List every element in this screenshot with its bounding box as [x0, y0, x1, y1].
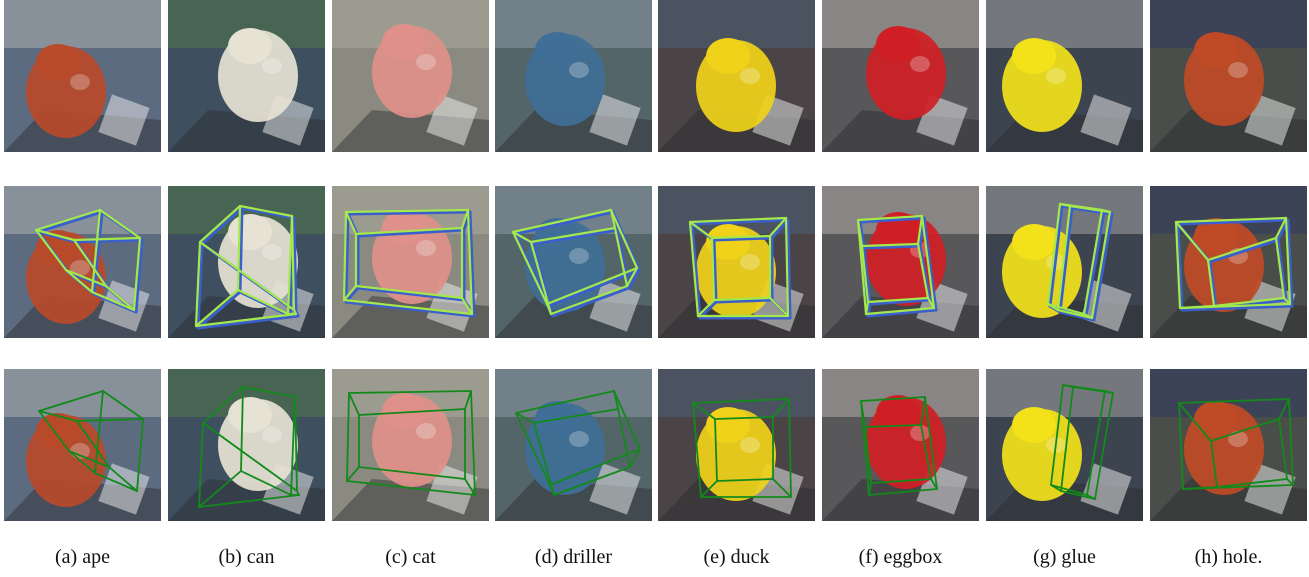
predicted-box	[511, 208, 639, 316]
image-can-row-3	[168, 369, 325, 521]
predicted-box	[688, 216, 790, 318]
image-eggbox-row-2	[822, 186, 979, 338]
hole-photo	[1150, 0, 1307, 152]
ape-photo	[4, 186, 161, 338]
predicted-box	[38, 390, 144, 492]
image-cat-row-2	[332, 186, 489, 338]
cat-photo	[332, 369, 489, 521]
ape-photo	[4, 0, 161, 152]
duck-photo	[658, 0, 815, 152]
predicted-box	[856, 214, 936, 316]
hole-photo	[1150, 369, 1307, 521]
image-eggbox-row-3	[822, 369, 979, 521]
cat-photo	[332, 186, 489, 338]
image-duck-row-3	[658, 369, 815, 521]
caption-duck: (e) duck	[703, 546, 770, 568]
eggbox-photo	[822, 369, 979, 521]
duck-photo	[658, 186, 815, 338]
glue-photo	[986, 0, 1143, 152]
image-driller-row-3	[495, 369, 652, 521]
image-glue-row-2	[986, 186, 1143, 338]
ground-truth-box	[344, 210, 476, 318]
cat-photo	[332, 0, 489, 152]
image-driller-row-2	[495, 186, 652, 338]
predicted-box	[1174, 216, 1292, 310]
driller-photo	[495, 0, 652, 152]
predicted-box	[346, 390, 476, 496]
glue-photo	[986, 369, 1143, 521]
image-eggbox-row-1	[822, 0, 979, 152]
caption-eggbox: (f) eggbox	[858, 546, 943, 568]
image-ape-row-3	[4, 369, 161, 521]
can-photo	[168, 369, 325, 521]
image-cat-row-1	[332, 0, 489, 152]
image-glue-row-3	[986, 369, 1143, 521]
caption-hole: (h) hole.	[1194, 546, 1263, 568]
ape-photo	[4, 369, 161, 521]
driller-photo	[495, 186, 652, 338]
image-ape-row-2	[4, 186, 161, 338]
predicted-box	[1178, 398, 1294, 490]
glue-photo	[986, 186, 1143, 338]
predicted-box	[194, 204, 298, 328]
driller-photo	[495, 369, 652, 521]
caption-cat: (c) cat	[385, 546, 436, 568]
predicted-box	[860, 396, 938, 496]
can-photo	[168, 0, 325, 152]
image-can-row-2	[168, 186, 325, 338]
image-hole-row-2	[1150, 186, 1307, 338]
caption-ape: (a) ape	[55, 546, 110, 568]
ground-truth-box	[690, 218, 792, 320]
can-photo	[168, 186, 325, 338]
predicted-box	[1046, 202, 1112, 320]
image-glue-row-1	[986, 0, 1143, 152]
predicted-box	[198, 386, 300, 508]
image-duck-row-2	[658, 186, 815, 338]
predicted-box	[692, 398, 792, 498]
image-duck-row-1	[658, 0, 815, 152]
eggbox-photo	[822, 186, 979, 338]
predicted-box	[515, 390, 641, 496]
image-cat-row-3	[332, 369, 489, 521]
image-can-row-1	[168, 0, 325, 152]
eggbox-photo	[822, 0, 979, 152]
caption-can: (b) can	[218, 546, 275, 568]
duck-photo	[658, 369, 815, 521]
image-ape-row-1	[4, 0, 161, 152]
predicted-box	[342, 208, 474, 316]
image-hole-row-3	[1150, 369, 1307, 521]
caption-glue: (g) glue	[1033, 546, 1096, 568]
predicted-box	[1050, 384, 1114, 500]
predicted-box	[34, 208, 142, 312]
image-driller-row-1	[495, 0, 652, 152]
caption-driller: (d) driller	[534, 546, 613, 568]
image-hole-row-1	[1150, 0, 1307, 152]
hole-photo	[1150, 186, 1307, 338]
